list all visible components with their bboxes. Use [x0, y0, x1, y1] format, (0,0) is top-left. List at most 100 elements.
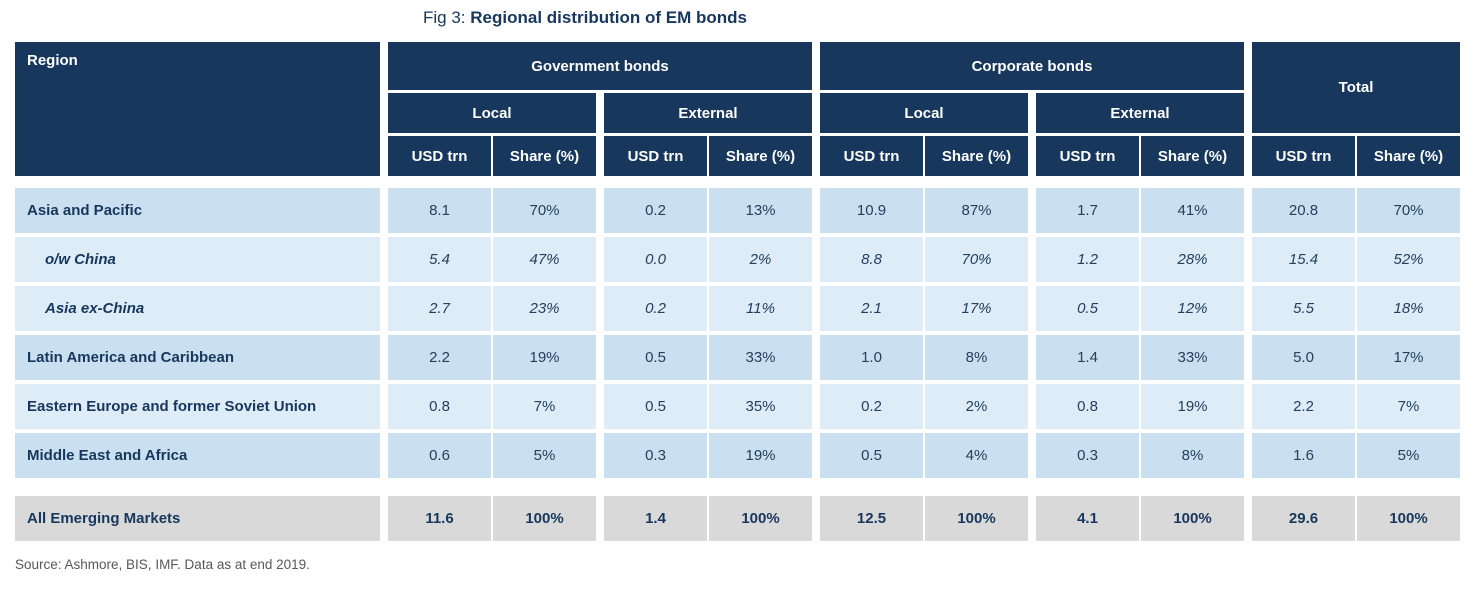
value-cell: 0.2: [820, 384, 923, 429]
value-cell: 8%: [925, 335, 1028, 380]
value-cell: 100%: [1357, 496, 1460, 541]
value-cell: 10.9: [820, 188, 923, 233]
share-header: Share (%): [1141, 136, 1244, 176]
value-cell: 12%: [1141, 286, 1244, 331]
table-row-asia-pacific: Asia and Pacific 8.1 70% 0.2 13% 10.9 87…: [15, 188, 1463, 233]
usd-trn-header: USD trn: [1036, 136, 1139, 176]
corporate-bonds-group: Corporate bonds Local External USD trn S…: [820, 42, 1244, 176]
value-cell: 0.3: [604, 433, 707, 478]
value-cell: 0.0: [604, 237, 707, 282]
total-group: Total USD trn Share (%): [1252, 42, 1460, 176]
source-note: Source: Ashmore, BIS, IMF. Data as at en…: [15, 557, 310, 572]
government-metric-headers: USD trn Share (%) USD trn Share (%): [388, 136, 812, 176]
value-cell: 13%: [709, 188, 812, 233]
corporate-bonds-header: Corporate bonds: [820, 42, 1244, 90]
value-cell: 0.5: [1036, 286, 1139, 331]
value-cell: 100%: [1141, 496, 1244, 541]
value-cell: 19%: [493, 335, 596, 380]
value-cell: 52%: [1357, 237, 1460, 282]
value-cell: 41%: [1141, 188, 1244, 233]
share-header: Share (%): [709, 136, 812, 176]
government-bonds-group: Government bonds Local External USD trn …: [388, 42, 812, 176]
value-cell: 2.1: [820, 286, 923, 331]
value-cell: 87%: [925, 188, 1028, 233]
value-cell: 17%: [925, 286, 1028, 331]
share-header: Share (%): [925, 136, 1028, 176]
usd-trn-header: USD trn: [1252, 136, 1355, 176]
value-cell: 11%: [709, 286, 812, 331]
value-cell: 0.6: [388, 433, 491, 478]
government-external-header: External: [604, 93, 812, 133]
value-cell: 2.2: [1252, 384, 1355, 429]
table-row-ow-china: o/w China 5.4 47% 0.0 2% 8.8 70% 1.2 28%…: [15, 237, 1463, 282]
value-cell: 4%: [925, 433, 1028, 478]
value-cell: 7%: [1357, 384, 1460, 429]
value-cell: 100%: [709, 496, 812, 541]
value-cell: 0.3: [1036, 433, 1139, 478]
total-row-all-emerging-markets: All Emerging Markets 11.6 100% 1.4 100% …: [15, 496, 1463, 541]
corporate-local-header: Local: [820, 93, 1028, 133]
share-header: Share (%): [493, 136, 596, 176]
usd-trn-header: USD trn: [604, 136, 707, 176]
value-cell: 15.4: [1252, 237, 1355, 282]
value-cell: 5%: [493, 433, 596, 478]
value-cell: 1.0: [820, 335, 923, 380]
value-cell: 5.4: [388, 237, 491, 282]
figure-number: Fig 3:: [423, 8, 466, 27]
value-cell: 1.2: [1036, 237, 1139, 282]
region-column-header: Region: [15, 42, 380, 176]
table-body: Asia and Pacific 8.1 70% 0.2 13% 10.9 87…: [15, 188, 1463, 478]
value-cell: 0.2: [604, 188, 707, 233]
value-cell: 0.5: [820, 433, 923, 478]
value-cell: 70%: [1357, 188, 1460, 233]
value-cell: 2.7: [388, 286, 491, 331]
value-cell: 2%: [925, 384, 1028, 429]
region-cell: Eastern Europe and former Soviet Union: [15, 384, 380, 429]
value-cell: 29.6: [1252, 496, 1355, 541]
value-cell: 17%: [1357, 335, 1460, 380]
value-cell: 70%: [493, 188, 596, 233]
value-cell: 28%: [1141, 237, 1244, 282]
value-cell: 47%: [493, 237, 596, 282]
total-header: Total: [1252, 42, 1460, 133]
government-local-header: Local: [388, 93, 596, 133]
value-cell: 8.8: [820, 237, 923, 282]
value-cell: 33%: [709, 335, 812, 380]
share-header: Share (%): [1357, 136, 1460, 176]
region-cell: Asia and Pacific: [15, 188, 380, 233]
value-cell: 19%: [1141, 384, 1244, 429]
government-bonds-header: Government bonds: [388, 42, 812, 90]
corporate-subheaders: Local External: [820, 93, 1244, 133]
usd-trn-header: USD trn: [820, 136, 923, 176]
region-cell: o/w China: [15, 237, 380, 282]
table-row-latin-america: Latin America and Caribbean 2.2 19% 0.5 …: [15, 335, 1463, 380]
value-cell: 4.1: [1036, 496, 1139, 541]
corporate-metric-headers: USD trn Share (%) USD trn Share (%): [820, 136, 1244, 176]
value-cell: 8%: [1141, 433, 1244, 478]
government-subheaders: Local External: [388, 93, 812, 133]
value-cell: 35%: [709, 384, 812, 429]
table-row-eastern-europe: Eastern Europe and former Soviet Union 0…: [15, 384, 1463, 429]
value-cell: 33%: [1141, 335, 1244, 380]
region-cell: Middle East and Africa: [15, 433, 380, 478]
value-cell: 19%: [709, 433, 812, 478]
value-cell: 70%: [925, 237, 1028, 282]
table-header: Region Government bonds Local External U…: [15, 42, 1463, 176]
value-cell: 20.8: [1252, 188, 1355, 233]
value-cell: 18%: [1357, 286, 1460, 331]
table-row-asia-ex-china: Asia ex-China 2.7 23% 0.2 11% 2.1 17% 0.…: [15, 286, 1463, 331]
value-cell: 0.2: [604, 286, 707, 331]
value-cell: 0.8: [1036, 384, 1139, 429]
value-cell: 100%: [925, 496, 1028, 541]
figure-title: Fig 3: Regional distribution of EM bonds: [15, 8, 1155, 28]
value-cell: 5.0: [1252, 335, 1355, 380]
value-cell: 12.5: [820, 496, 923, 541]
value-cell: 11.6: [388, 496, 491, 541]
value-cell: 1.6: [1252, 433, 1355, 478]
corporate-external-header: External: [1036, 93, 1244, 133]
figure-title-text: Regional distribution of EM bonds: [470, 8, 747, 27]
em-bonds-table: Region Government bonds Local External U…: [15, 42, 1463, 541]
region-cell: Asia ex-China: [15, 286, 380, 331]
value-cell: 2.2: [388, 335, 491, 380]
